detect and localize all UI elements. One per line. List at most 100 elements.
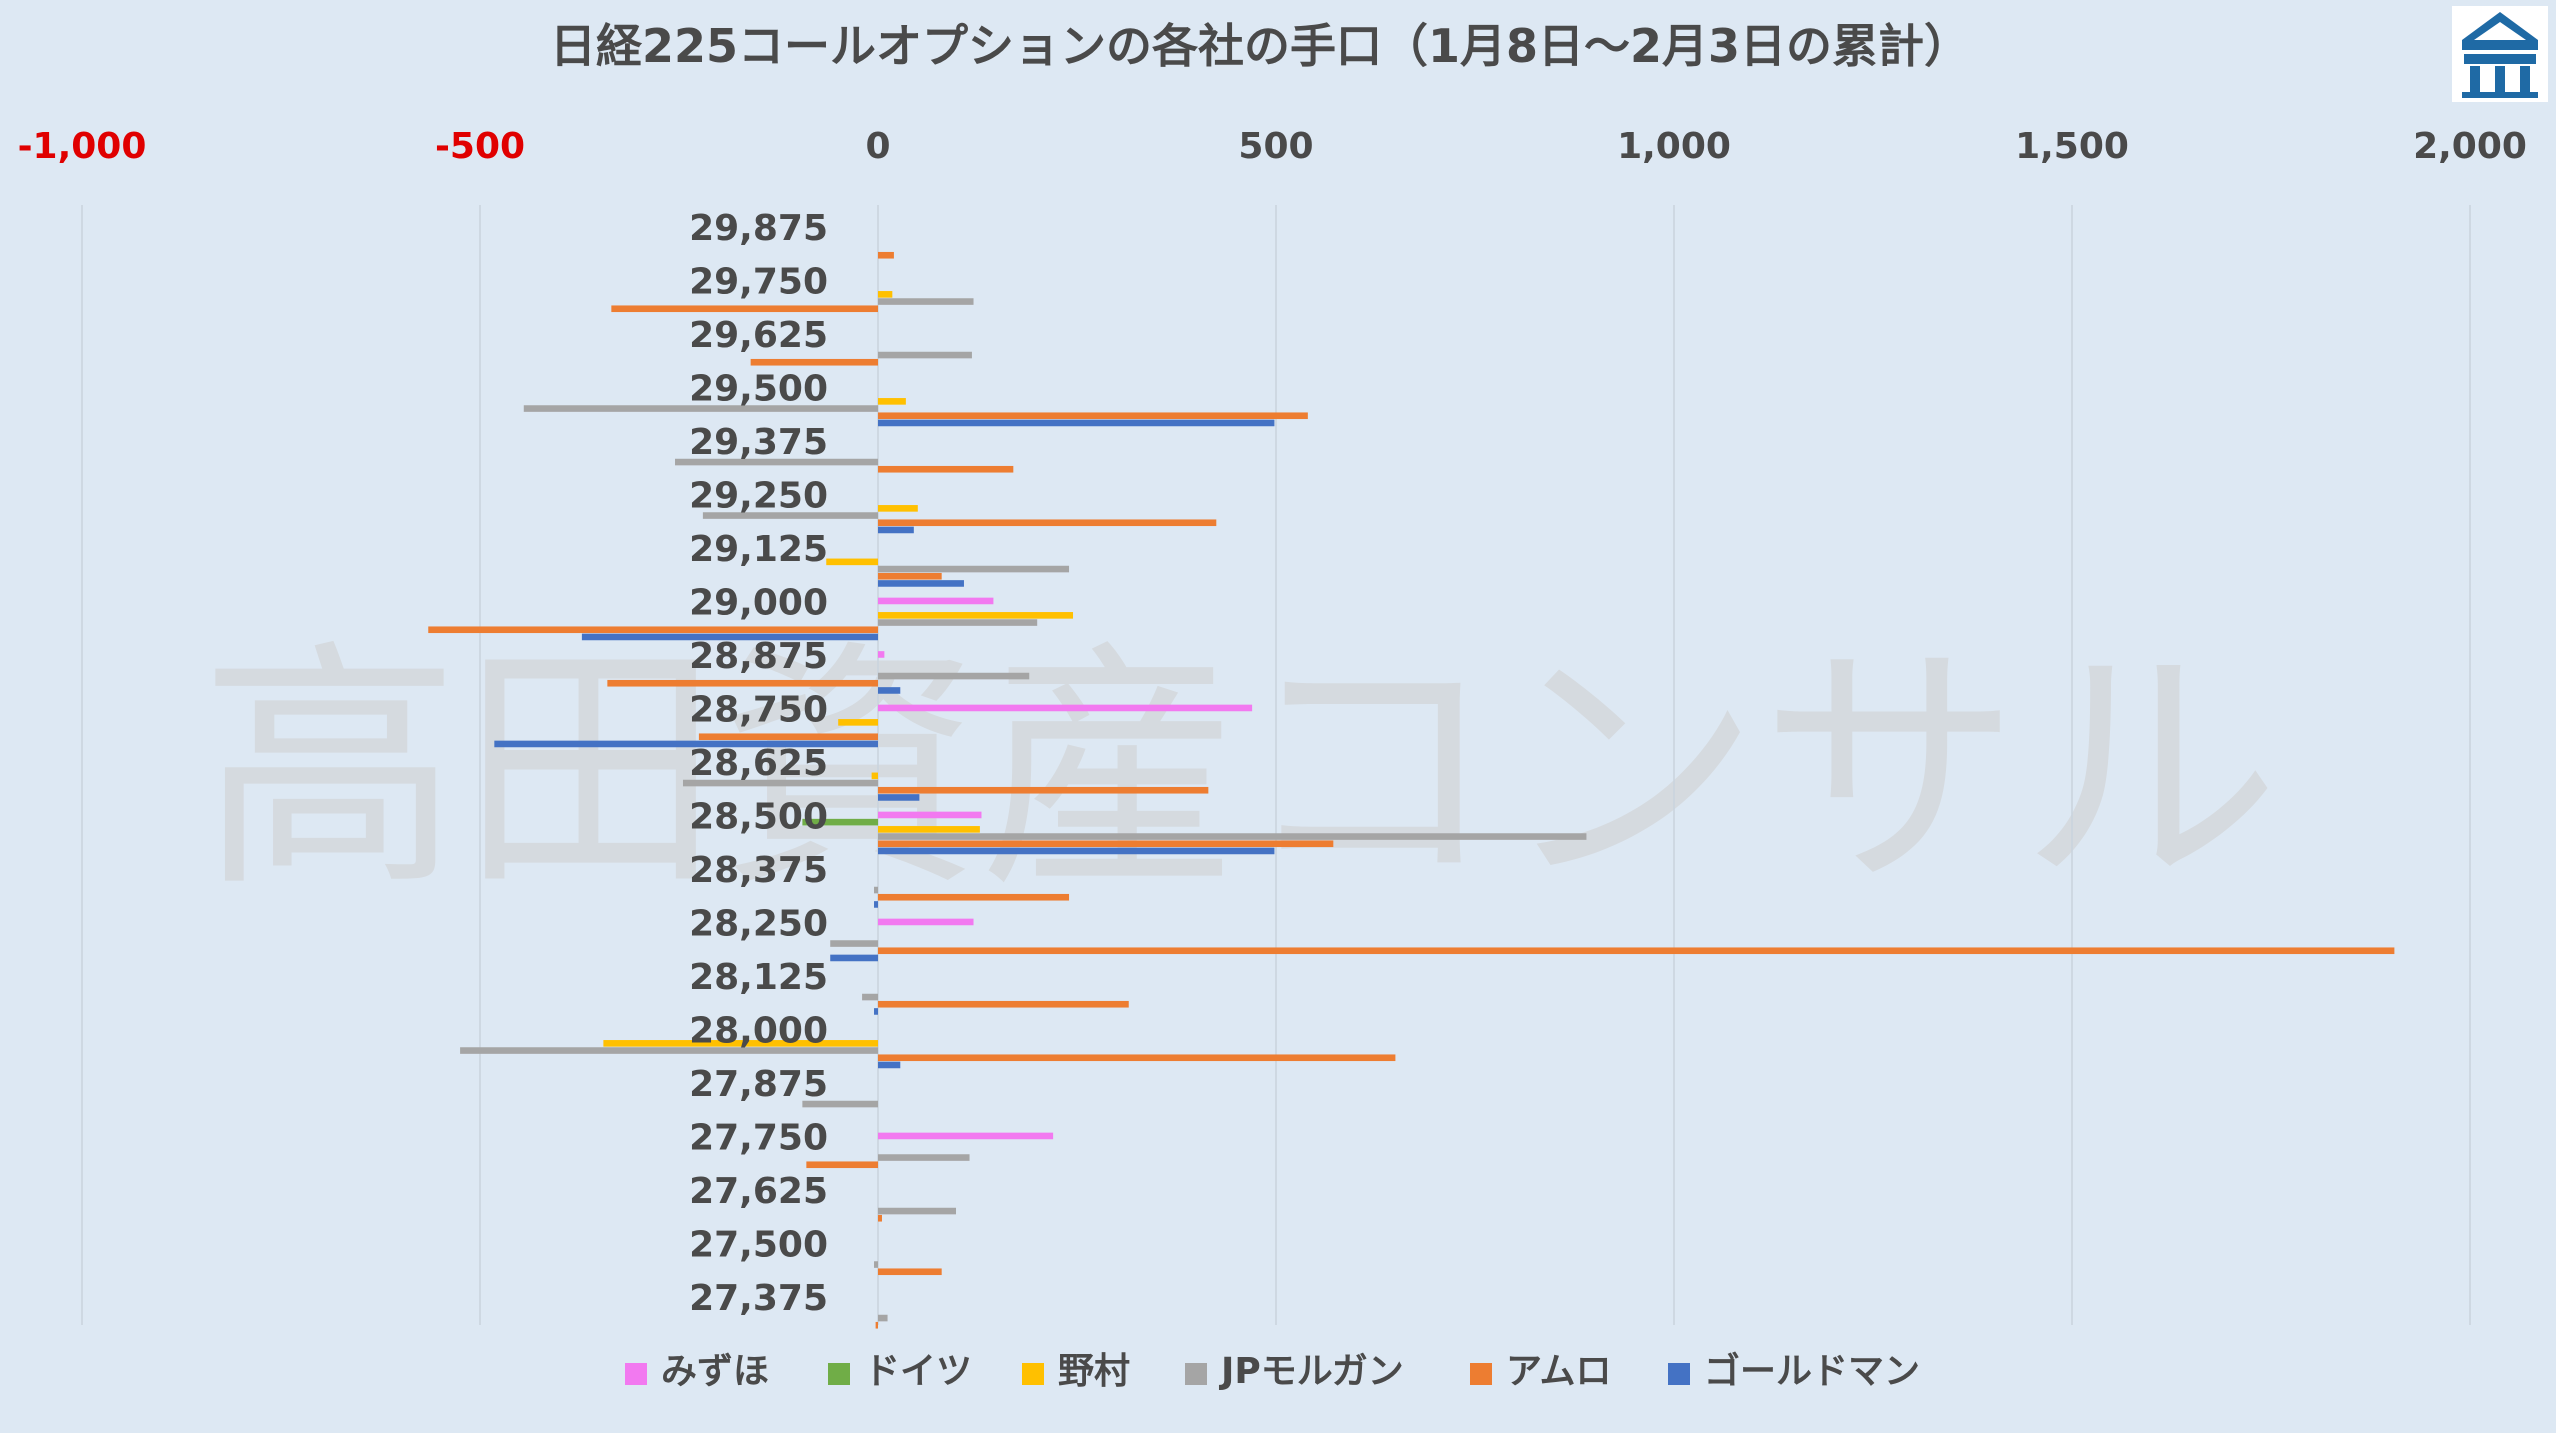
bar-野村-28,625 [871, 772, 878, 780]
bar-JPモルガン-28,625 [682, 779, 878, 787]
bar-JPモルガン-28,375 [874, 886, 878, 894]
bar-JPモルガン-28,250 [830, 940, 878, 947]
y-tick-label: 28,500 [689, 797, 828, 838]
bar-ゴールドマン-29,500 [878, 419, 1275, 427]
bar-野村-29,125 [826, 558, 878, 566]
y-tick-label: 28,750 [689, 690, 828, 731]
y-tick-label: 29,250 [689, 476, 828, 517]
bar-野村-29,000 [878, 612, 1074, 619]
y-tick-label: 29,625 [689, 315, 828, 356]
bar-アムロ-28,875 [607, 679, 878, 687]
bar-アムロ-27,625 [878, 1214, 882, 1222]
legend-label: 野村 [1058, 1351, 1130, 1392]
bar-アムロ-28,750 [698, 733, 878, 741]
bar-ゴールドマン-28,000 [878, 1061, 901, 1069]
bar-みずほ-27,750 [878, 1132, 1054, 1140]
legend-swatch [1022, 1363, 1044, 1385]
bars [428, 251, 2395, 1329]
bar-野村-29,500 [878, 398, 906, 405]
bar-JPモルガン-27,750 [878, 1154, 970, 1161]
bar-JPモルガン-29,500 [523, 405, 878, 412]
bar-アムロ-29,000 [428, 626, 878, 634]
y-tick-label: 29,875 [689, 208, 828, 249]
bar-アムロ-28,625 [878, 786, 1209, 794]
legend-label: みずほ [661, 1351, 769, 1392]
bar-アムロ-28,375 [878, 893, 1070, 901]
legend-label: ゴールドマン [1704, 1350, 1920, 1392]
bar-アムロ-27,375 [875, 1321, 878, 1329]
bar-ドイツ-28,500 [802, 818, 878, 826]
bar-ゴールドマン-29,000 [581, 633, 878, 641]
bar-野村-29,750 [878, 291, 893, 298]
legend-swatch [1470, 1363, 1492, 1385]
bar-みずほ-28,750 [878, 704, 1253, 712]
x-tick-label: 1,000 [1617, 126, 1731, 167]
x-tick-label: 1,500 [2015, 126, 2129, 167]
bar-アムロ-27,500 [878, 1268, 942, 1276]
chart-title: 日経225コールオプションの各社の手口（1月8日～2月3日の累計） [550, 19, 1970, 73]
y-axis-ticks: 29,875 29,750 29,625 29,500 29,375 29,250 29,1… [689, 208, 828, 1319]
legend-label: ドイツ [864, 1351, 972, 1392]
legend-swatch [1668, 1363, 1690, 1385]
bar-アムロ-28,250 [878, 947, 2395, 955]
bar-ゴールドマン-28,375 [874, 901, 878, 908]
bar-アムロ-29,125 [878, 572, 942, 580]
x-tick-label: 500 [1238, 126, 1313, 167]
bar-アムロ-28,000 [878, 1054, 1396, 1062]
y-tick-label: 27,875 [689, 1064, 828, 1105]
bar-ゴールドマン-29,125 [878, 580, 964, 587]
bar-JPモルガン-27,500 [874, 1261, 878, 1268]
y-tick-label: 28,375 [689, 850, 828, 891]
bar-ゴールドマン-28,750 [494, 740, 878, 748]
x-tick-label: -500 [435, 126, 525, 167]
bar-JPモルガン-29,250 [702, 512, 878, 519]
bar-アムロ-27,750 [806, 1161, 878, 1169]
y-tick-label: 29,000 [689, 583, 828, 624]
bar-アムロ-29,500 [878, 412, 1308, 420]
bar-野村-29,250 [878, 505, 918, 512]
bar-JPモルガン-27,625 [878, 1207, 957, 1215]
x-axis-ticks: -1,000 -500 0 500 1,000 1,500 2,000 [18, 126, 2527, 167]
bar-みずほ-28,500 [878, 811, 982, 819]
bar-アムロ-28,500 [878, 840, 1334, 848]
bar-ゴールドマン-29,250 [878, 526, 914, 534]
bar-JPモルガン-28,875 [878, 672, 1030, 680]
bar-JPモルガン-29,125 [878, 565, 1070, 573]
bar-アムロ-29,375 [878, 465, 1014, 473]
bar-アムロ-29,750 [611, 305, 878, 313]
x-tick-label: 2,000 [2413, 126, 2527, 167]
y-tick-label: 29,750 [689, 262, 828, 303]
legend-label: アムロ [1506, 1351, 1611, 1392]
bar-アムロ-28,125 [878, 1000, 1129, 1008]
x-tick-label: 0 [865, 126, 890, 167]
bar-JPモルガン-28,125 [862, 993, 878, 1001]
legend-swatch [828, 1363, 850, 1385]
bar-アムロ-29,250 [878, 519, 1217, 527]
bar-アムロ-29,625 [750, 358, 878, 366]
y-tick-label: 28,625 [689, 743, 828, 784]
y-tick-label: 27,750 [689, 1118, 828, 1159]
bar-ゴールドマン-28,875 [878, 687, 901, 694]
y-tick-label: 27,500 [689, 1225, 828, 1266]
watermark-text: 高田資産コンサル [200, 620, 2280, 922]
legend-swatch [625, 1363, 647, 1385]
bar-みずほ-29,000 [878, 597, 994, 605]
y-tick-label: 28,125 [689, 957, 828, 998]
bar-JPモルガン-27,875 [802, 1100, 878, 1108]
y-tick-label: 28,875 [689, 636, 828, 677]
legend-label: JPモルガン [1218, 1351, 1404, 1392]
y-tick-label: 29,500 [689, 369, 828, 410]
bar-野村-28,750 [838, 719, 878, 726]
bar-JPモルガン-28,000 [460, 1047, 878, 1054]
x-tick-label: -1,000 [18, 126, 147, 167]
bar-みずほ-28,875 [878, 651, 885, 658]
bar-ゴールドマン-28,125 [874, 1008, 878, 1015]
grid-lines [81, 205, 2471, 1325]
bar-JPモルガン-29,375 [675, 458, 878, 466]
bar-JPモルガン-29,625 [878, 351, 972, 359]
y-tick-label: 27,625 [689, 1171, 828, 1212]
y-tick-label: 28,000 [689, 1011, 828, 1052]
bar-ゴールドマン-28,625 [878, 794, 920, 801]
bar-ゴールドマン-28,500 [878, 847, 1275, 855]
